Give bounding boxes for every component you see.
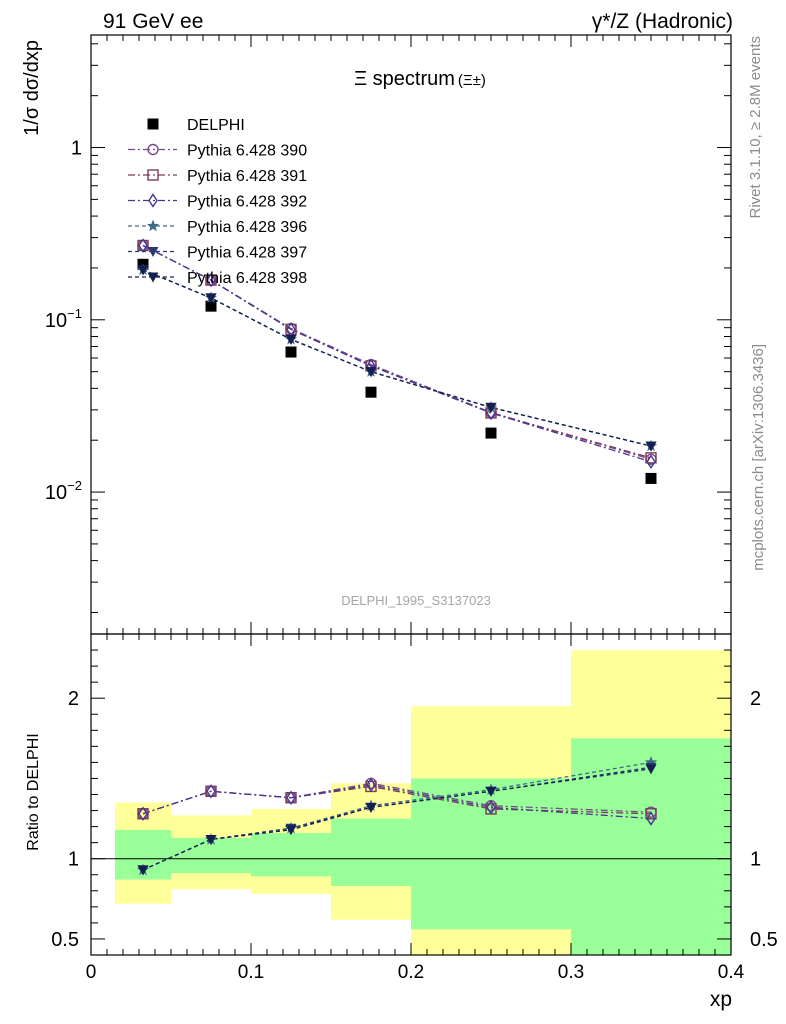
x-tick-label: 0.3 — [558, 962, 584, 983]
y-tick-label: 10−2 — [45, 478, 82, 504]
legend-marker-pythia-6-428-392 — [148, 193, 158, 208]
ratio-point-pythia-6-428-392 — [366, 777, 376, 793]
ratio-point-pythia-6-428-396 — [644, 755, 658, 768]
ratio-point-pythia-6-428-392 — [138, 806, 148, 822]
x-tick-label: 0.2 — [398, 962, 424, 983]
watermark: DELPHI_1995_S3137023 — [341, 593, 491, 608]
rivet-label: Rivet 3.1.10, ≥ 2.8M events — [747, 36, 764, 219]
ratio-line-pythia-6-428-398 — [142, 768, 652, 871]
point-pythia-6-428-398 — [485, 402, 497, 413]
ratio-uncertainty-bands — [115, 650, 731, 955]
legend-label-pythia-6-428-396: Pythia 6.428 396 — [187, 219, 307, 236]
ratio-point-pythia-6-428-391 — [645, 808, 657, 820]
header-left: 91 GeV ee — [103, 10, 203, 33]
ratio-line-pythia-6-428-390 — [142, 782, 652, 815]
legend-marker-pythia-6-428-390 — [147, 143, 159, 156]
legend-marker-pythia-6-428-391 — [147, 169, 159, 181]
point-pythia-6-428-398 — [285, 334, 297, 345]
point-pythia-6-428-392 — [646, 454, 656, 469]
point-delphi — [285, 346, 297, 358]
point-pythia-6-428-398 — [205, 293, 217, 304]
legend-label-pythia-6-428-398: Pythia 6.428 398 — [187, 270, 307, 287]
ratio-line-pythia-6-428-392 — [142, 784, 652, 820]
ratio-point-pythia-6-428-392 — [486, 800, 496, 815]
ratio-point-pythia-6-428-398 — [365, 802, 377, 813]
ratio-y-tick-label-right: 0.5 — [750, 929, 778, 951]
main-y-axis-label: 1/σ dσ/dxp — [21, 40, 43, 136]
y-tick-label: 10−1 — [45, 306, 82, 332]
legend-label-pythia-6-428-391: Pythia 6.428 391 — [187, 168, 307, 185]
x-axis-label: xp — [710, 988, 732, 1011]
ratio-point-pythia-6-428-398 — [137, 865, 149, 876]
ratio-point-pythia-6-428-392 — [286, 790, 296, 805]
point-pythia-6-428-391 — [645, 452, 657, 464]
axis-ticks: 0 0.1 0.2 0.3 0.4 10−2 10−1 1 0.5 0.5 1 1 2 2 — [45, 35, 778, 983]
series-markers — [136, 238, 658, 876]
legend-marker-pythia-6-428-396 — [146, 219, 160, 232]
ratio-y-tick-label: 2 — [68, 688, 79, 710]
point-pythia-6-428-392 — [206, 272, 216, 288]
legend-label-pythia-6-428-392: Pythia 6.428 392 — [187, 194, 307, 211]
chart-title-suffix: (Ξ±) — [458, 72, 486, 89]
point-pythia-6-428-398 — [645, 441, 657, 452]
line-pythia-6-428-396 — [142, 269, 652, 447]
ratio-line-pythia-6-428-396 — [142, 761, 652, 871]
x-tick-label: 0.4 — [718, 962, 745, 983]
legend-label-delphi: DELPHI — [187, 117, 245, 134]
ratio-point-pythia-6-428-398 — [205, 834, 217, 845]
chart-title: Ξ spectrum (Ξ±) — [354, 68, 486, 90]
ratio-y-axis-label: Ratio to DELPHI — [25, 733, 42, 850]
ratio-point-pythia-6-428-392 — [206, 784, 216, 799]
line-pythia-6-428-398 — [142, 269, 652, 447]
ratio-point-pythia-6-428-398 — [485, 786, 497, 797]
green-band-2 — [251, 833, 331, 877]
ratio-y-tick-label: 0.5 — [51, 929, 79, 951]
x-tick-label: 0.1 — [238, 962, 264, 983]
point-delphi — [485, 427, 497, 439]
ratio-y-tick-label: 1 — [68, 849, 79, 871]
legend-marker-delphi — [147, 118, 159, 130]
header-right: γ*/Z (Hadronic) — [592, 10, 733, 33]
chart-title-main: Ξ spectrum — [354, 68, 455, 90]
point-pythia-6-428-398 — [365, 367, 377, 378]
mcplots-label: mcplots.cern.ch [arXiv:1306.3436] — [750, 344, 767, 571]
y-tick-label: 1 — [71, 138, 82, 160]
ratio-point-pythia-6-428-398 — [645, 764, 657, 775]
legend-label-pythia-6-428-397: Pythia 6.428 397 — [187, 245, 307, 262]
legend: DELPHI Pythia 6.428 390 Pythia 6.428 391 Py… — [128, 117, 307, 287]
ratio-y-tick-label-right: 2 — [750, 688, 761, 710]
green-band-3 — [331, 818, 411, 886]
legend-marker-pythia-6-428-398 — [147, 272, 159, 283]
chart-labels: 91 GeV ee γ*/Z (Hadronic) Ξ spectrum (Ξ±)… — [21, 10, 767, 1011]
legend-marker-pythia-6-428-397 — [147, 247, 159, 257]
point-delphi — [205, 300, 217, 312]
x-tick-label: 0 — [86, 962, 97, 983]
green-band-5 — [571, 738, 731, 955]
line-pythia-6-428-397 — [142, 269, 652, 447]
ratio-point-pythia-6-428-392 — [646, 811, 656, 826]
point-delphi — [645, 472, 657, 484]
ratio-y-tick-label-right: 1 — [750, 849, 761, 871]
line-pythia-6-428-392 — [142, 244, 652, 463]
legend-label-pythia-6-428-390: Pythia 6.428 390 — [187, 143, 307, 160]
ratio-point-pythia-6-428-398 — [285, 825, 297, 836]
point-pythia-6-428-398 — [137, 265, 149, 276]
point-delphi — [365, 386, 377, 398]
series-lines — [142, 244, 652, 871]
